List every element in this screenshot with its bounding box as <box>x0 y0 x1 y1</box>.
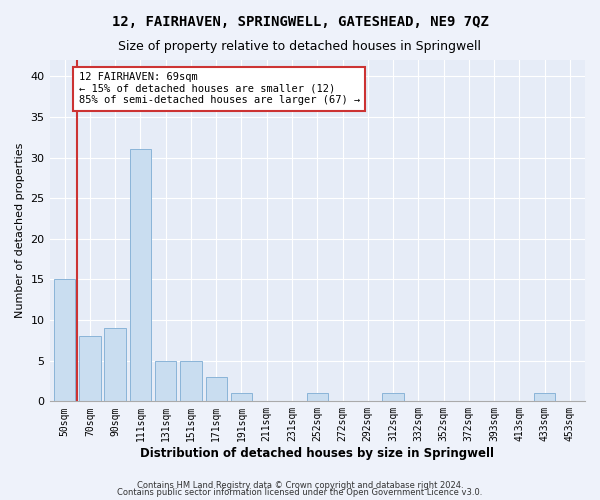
Text: 12 FAIRHAVEN: 69sqm
← 15% of detached houses are smaller (12)
85% of semi-detach: 12 FAIRHAVEN: 69sqm ← 15% of detached ho… <box>79 72 360 106</box>
Bar <box>206 377 227 402</box>
Text: Contains HM Land Registry data © Crown copyright and database right 2024.: Contains HM Land Registry data © Crown c… <box>137 480 463 490</box>
Bar <box>54 280 76 402</box>
Bar <box>130 150 151 402</box>
Bar <box>79 336 101 402</box>
Text: 12, FAIRHAVEN, SPRINGWELL, GATESHEAD, NE9 7QZ: 12, FAIRHAVEN, SPRINGWELL, GATESHEAD, NE… <box>112 15 488 29</box>
X-axis label: Distribution of detached houses by size in Springwell: Distribution of detached houses by size … <box>140 447 494 460</box>
Bar <box>534 393 556 402</box>
Bar <box>382 393 404 402</box>
Y-axis label: Number of detached properties: Number of detached properties <box>15 143 25 318</box>
Bar <box>307 393 328 402</box>
Bar <box>155 360 176 402</box>
Text: Contains public sector information licensed under the Open Government Licence v3: Contains public sector information licen… <box>118 488 482 497</box>
Bar <box>231 393 252 402</box>
Text: Size of property relative to detached houses in Springwell: Size of property relative to detached ho… <box>119 40 482 53</box>
Bar <box>104 328 126 402</box>
Bar <box>180 360 202 402</box>
